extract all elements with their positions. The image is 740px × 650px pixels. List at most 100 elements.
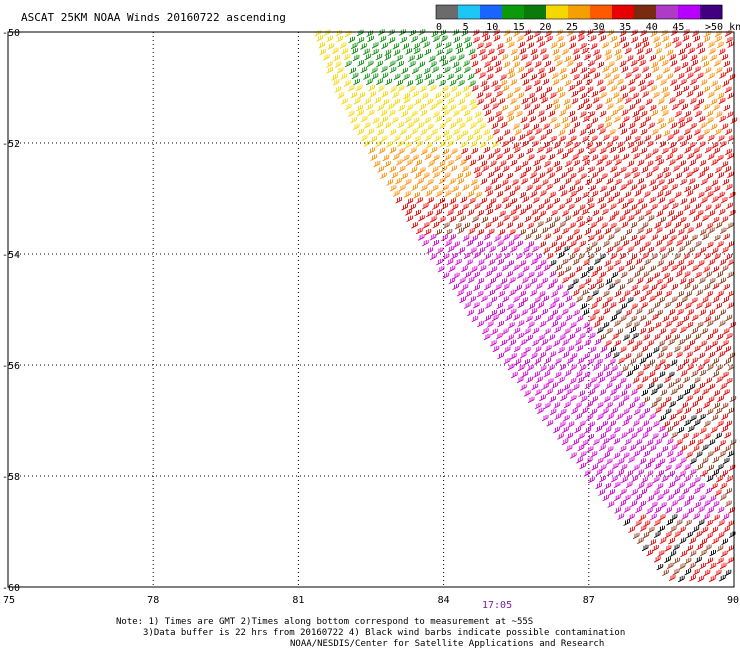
wind-barb [673, 476, 681, 483]
wind-barb [429, 103, 437, 111]
wind-barb [405, 48, 412, 55]
wind-barb [590, 135, 598, 143]
wind-barb [615, 246, 623, 253]
wind-barb [687, 278, 695, 285]
wind-barb [639, 315, 647, 322]
wind-barb [675, 439, 683, 446]
wind-barb [670, 388, 678, 396]
wind-barb [377, 129, 385, 136]
wind-barb [684, 42, 692, 50]
wind-barb [681, 513, 689, 520]
wind-barb [715, 432, 722, 440]
wind-barb [429, 253, 437, 261]
wind-barb [493, 85, 501, 92]
wind-barb [534, 234, 542, 241]
wind-barb [698, 494, 706, 502]
wind-barb [619, 445, 627, 453]
legend-label: 5 [463, 22, 469, 33]
wind-barb [705, 223, 713, 230]
wind-barb [710, 483, 718, 490]
wind-barb [407, 55, 415, 62]
wind-barb [347, 110, 355, 118]
wind-barb [335, 30, 343, 37]
wind-barb [467, 209, 474, 217]
wind-barb [574, 402, 582, 409]
wind-barb [699, 549, 707, 557]
wind-barb [426, 98, 434, 106]
wind-barb [542, 123, 550, 130]
wind-barb [588, 421, 595, 429]
wind-barb [333, 55, 341, 62]
wind-barb [432, 111, 440, 118]
wind-barb [362, 48, 370, 56]
wind-barb [326, 67, 334, 74]
lat-tick-label: -50 [2, 28, 20, 39]
wind-barb [706, 451, 714, 458]
legend-label: 20 [539, 22, 551, 33]
wind-barb [473, 252, 480, 259]
wind-barb [389, 166, 396, 173]
wind-barb [716, 334, 724, 341]
wind-barb [573, 179, 581, 186]
wind-barb [570, 67, 577, 75]
wind-barb [633, 116, 641, 123]
legend-swatch [480, 5, 503, 19]
wind-barb [553, 198, 560, 205]
wind-barb [495, 91, 503, 98]
wind-barb [442, 272, 450, 280]
wind-barb [699, 562, 707, 570]
wind-barb [641, 477, 648, 484]
wind-barb [592, 210, 600, 217]
wind-barb [594, 229, 601, 236]
wind-barb [360, 116, 368, 123]
wind-barb [626, 277, 634, 285]
wind-barb [663, 376, 671, 384]
wind-barb [698, 171, 705, 179]
wind-barb [442, 148, 449, 156]
wind-barb [641, 544, 649, 552]
wind-barb [561, 438, 569, 446]
wind-barb [471, 315, 479, 323]
wind-barb [441, 85, 449, 93]
wind-barb [637, 105, 645, 112]
wind-barb [497, 259, 504, 266]
wind-barb [586, 358, 594, 366]
wind-barb [470, 179, 478, 186]
wind-barb [635, 308, 643, 315]
wind-barb [632, 532, 640, 540]
wind-barb [477, 210, 484, 217]
wind-barb [634, 98, 641, 106]
wind-barb [416, 53, 423, 61]
lat-tick-label: -60 [2, 583, 20, 594]
wind-barb [420, 148, 428, 156]
wind-barb [489, 97, 497, 105]
wind-barb [544, 30, 552, 38]
wind-barb [701, 215, 709, 222]
wind-barb [641, 91, 649, 98]
wind-barb [624, 353, 632, 360]
wind-barb [569, 322, 577, 329]
wind-barb [714, 128, 722, 136]
wind-barb [639, 445, 647, 452]
wind-barb [534, 358, 541, 365]
wind-barb [332, 79, 340, 86]
wind-barb [343, 54, 351, 61]
wind-barb [476, 240, 484, 248]
wind-barb [705, 487, 712, 495]
wind-barb [596, 413, 604, 421]
wind-barb [671, 283, 678, 291]
wind-barb [649, 179, 656, 186]
wind-barb [679, 216, 687, 224]
wind-barb [679, 537, 687, 545]
wind-barb [686, 259, 694, 267]
wind-barb [622, 240, 629, 247]
wind-barb [558, 42, 565, 49]
wind-barb [600, 173, 608, 180]
wind-barb [575, 266, 583, 273]
wind-barb [684, 111, 691, 118]
wind-barb [426, 123, 434, 131]
wind-barb [642, 41, 650, 49]
wind-barb [700, 79, 708, 86]
wind-barb [670, 359, 678, 367]
wind-barb [530, 97, 538, 104]
